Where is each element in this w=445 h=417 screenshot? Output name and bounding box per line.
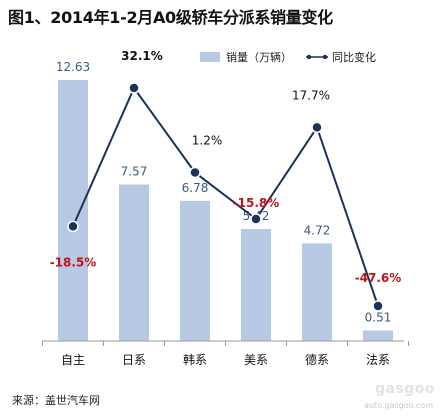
- yoy-marker-1: [67, 220, 79, 233]
- bar-3: [180, 200, 210, 341]
- bar-2: [119, 184, 149, 341]
- bar-value-label: 7.57: [121, 165, 148, 179]
- bar-value-label: 0.51: [365, 310, 392, 324]
- x-tick-label: 美系: [244, 353, 268, 367]
- legend-line-label: 同比变化: [332, 50, 376, 64]
- chart-title: 图1、2014年1-2月A0级轿车分派系销量变化: [8, 8, 333, 27]
- bar-6: [363, 330, 393, 341]
- yoy-marker-6: [372, 300, 384, 312]
- x-tick-label: 韩系: [183, 352, 207, 367]
- x-tick-label: 自主: [61, 353, 85, 367]
- yoy-label: 32.1%: [121, 49, 163, 63]
- yoy-label: 17.7%: [292, 88, 330, 102]
- bar-value-label: 4.72: [304, 223, 331, 237]
- yoy-label: 1.2%: [192, 134, 223, 148]
- bar-1: [58, 80, 88, 341]
- legend-bar-label: 销量（万辆）: [226, 50, 292, 64]
- bar-5: [302, 243, 332, 341]
- yoy-marker-3: [189, 166, 201, 179]
- watermark-url: auto.gasgoo.com: [364, 401, 433, 410]
- x-tick-label: 德系: [305, 352, 329, 367]
- legend-line-marker: [306, 54, 312, 60]
- yoy-marker-4: [250, 213, 262, 225]
- bar-value-label: 12.63: [56, 60, 90, 74]
- yoy-label: -47.6%: [355, 271, 402, 285]
- yoy-marker-5: [311, 121, 323, 134]
- bar-value-label: 6.78: [182, 181, 209, 195]
- yoy-change-line: [72, 87, 379, 307]
- bar-4: [241, 228, 271, 341]
- legend-line-marker: [322, 54, 328, 60]
- source-note: 来源：盖世汽车网: [12, 394, 100, 407]
- yoy-label: -18.5%: [50, 255, 97, 269]
- legend: 销量（万辆） 同比变化: [200, 50, 376, 64]
- x-tick-label: 日系: [122, 353, 146, 367]
- x-tick-label: 法系: [366, 353, 390, 367]
- yoy-marker-2: [128, 82, 140, 94]
- watermark-logo: gasgoo: [374, 381, 435, 397]
- legend-bar-swatch: [200, 52, 220, 62]
- yoy-label: -15.8%: [233, 196, 280, 210]
